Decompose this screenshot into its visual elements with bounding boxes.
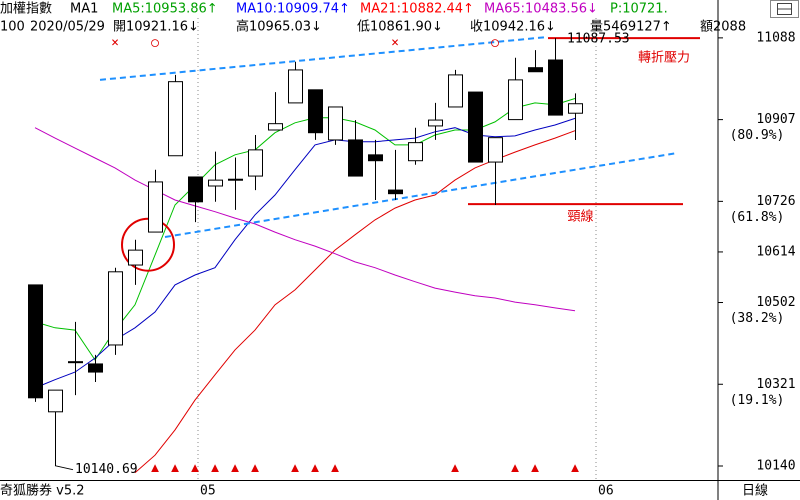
candle-body: [428, 119, 443, 127]
fib-label: (19.1%): [730, 393, 785, 408]
low-label: 10140.69: [75, 462, 138, 477]
header-item: MA21:10882.44↑: [360, 2, 474, 17]
bottom-marker: ▲: [231, 461, 239, 476]
y-tick-label: 10321: [756, 377, 795, 392]
header-item: MA10:10909.74↑: [236, 2, 350, 17]
bottom-marker: ▲: [171, 461, 179, 476]
y-tick-label: 11088: [756, 30, 795, 45]
top-marker: ○: [151, 36, 159, 51]
bottom-marker: ▲: [191, 461, 199, 476]
fib-label: (38.2%): [730, 311, 785, 326]
candle-body: [208, 179, 223, 187]
candle-body: [228, 178, 243, 181]
candle-body: [108, 271, 123, 346]
top-marker: ○: [491, 36, 499, 51]
candle-body: [188, 176, 203, 203]
period-label: 日線: [742, 483, 768, 499]
candle-body: [508, 79, 523, 121]
level-label: 頸線: [568, 209, 594, 225]
header-item: 加權指數: [0, 2, 52, 17]
header-item: 高10965.03↓: [236, 19, 322, 35]
candle-body: [488, 137, 503, 163]
bottom-marker: ▲: [211, 461, 219, 476]
bottom-marker: ▲: [311, 461, 319, 476]
candle-body: [88, 363, 103, 373]
plot-area: [28, 18, 700, 480]
candle-body: [148, 181, 163, 233]
header-item: P:10721.: [610, 2, 668, 17]
candle-body: [288, 69, 303, 104]
bottom-marker: ▲: [511, 461, 519, 476]
candle-body: [548, 59, 563, 116]
candle-body: [68, 361, 83, 364]
y-tick-label: 10140: [756, 459, 795, 474]
bottom-marker: ▲: [151, 461, 159, 476]
level-label: 轉折壓力: [638, 51, 690, 66]
candle-body: [268, 123, 283, 131]
candle-body: [48, 389, 63, 413]
header-item: 收10942.16↓: [470, 20, 556, 35]
candle-body: [328, 106, 343, 141]
header-item: MA5:10953.86↑: [112, 2, 218, 17]
header-item: 額2088: [700, 20, 746, 35]
candle-body: [168, 81, 183, 157]
candle-body: [528, 67, 543, 73]
header-item: 開10921.16↓: [113, 20, 199, 35]
candle-body: [128, 249, 143, 266]
header-item: MA1: [70, 2, 98, 17]
x-tick-label: 05: [200, 484, 216, 499]
trendline: [99, 35, 549, 81]
candle-body: [568, 103, 583, 114]
trendline: [164, 152, 678, 239]
candle-body: [248, 149, 263, 177]
top-marker: ×: [111, 36, 119, 51]
y-tick-label: 10907: [756, 112, 795, 127]
fib-label: (80.9%): [730, 128, 785, 143]
candle-body: [308, 89, 323, 134]
header-item: 2020/05/29: [30, 20, 105, 35]
header-item: 100: [0, 20, 25, 35]
candle-body: [408, 142, 423, 162]
y-tick-label: 10502: [756, 295, 795, 310]
bottom-marker: ▲: [251, 461, 259, 476]
ma-line: [34, 127, 576, 312]
bottom-marker: ▲: [571, 461, 579, 476]
software-label: 奇狐勝券 v5.2: [0, 483, 85, 499]
y-tick-label: 10726: [756, 194, 795, 209]
y-tick-label: 10614: [756, 244, 795, 259]
ma-line: [34, 117, 576, 389]
x-tick-label: 06: [598, 484, 614, 499]
bottom-marker: ▲: [291, 461, 299, 476]
header-item: 量5469127↑: [590, 20, 672, 35]
ma-line: [34, 98, 576, 361]
header-item: 低10861.90↓: [357, 20, 443, 35]
candle-body: [368, 154, 383, 162]
candle-body: [348, 139, 363, 177]
candle-body: [388, 189, 403, 195]
header-item: MA65:10483.56↓: [484, 2, 598, 17]
bottom-marker: ▲: [331, 461, 339, 476]
fib-label: (61.8%): [730, 210, 785, 225]
top-marker: ×: [391, 36, 399, 51]
candle-body: [28, 284, 43, 399]
bottom-marker: ▲: [531, 461, 539, 476]
candle-body: [448, 74, 463, 108]
low-leader: [54, 465, 74, 471]
bottom-marker: ▲: [451, 461, 459, 476]
candle-body: [468, 91, 483, 163]
high-label: 11087.53: [567, 32, 630, 47]
